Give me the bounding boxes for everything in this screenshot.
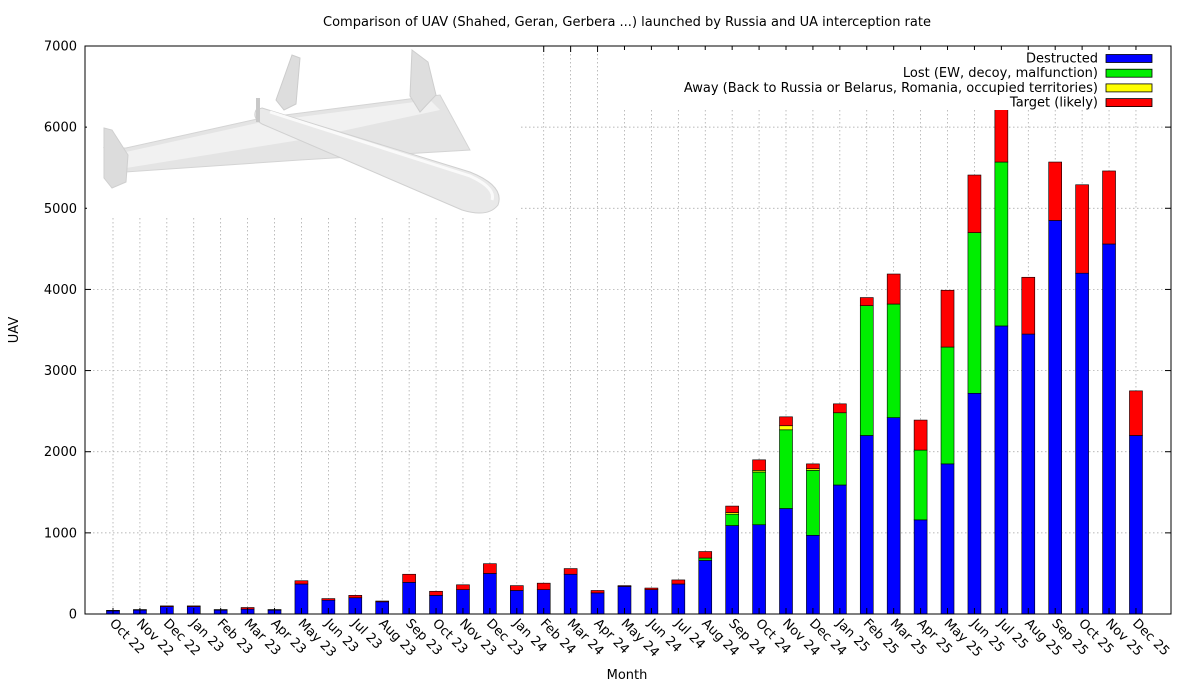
y-tick-label: 5000 bbox=[44, 202, 77, 217]
y-tick-label: 3000 bbox=[44, 364, 77, 379]
legend-label: Target (likely) bbox=[1009, 96, 1098, 111]
bar-segment-target-jul-25 bbox=[994, 104, 1009, 163]
bar-segment-lost-aug-24 bbox=[698, 557, 713, 561]
bar-segment-target-jun-25 bbox=[967, 174, 982, 233]
bar-segment-target-may-24 bbox=[617, 585, 632, 587]
bar-segment-target-dec-25 bbox=[1129, 390, 1143, 436]
bar-segment-lost-mar-25 bbox=[886, 303, 901, 418]
bar-segment-target-may-23 bbox=[294, 580, 309, 585]
legend-background bbox=[600, 50, 1168, 110]
bar-segment-destructed-sep-25 bbox=[1048, 220, 1062, 615]
bar-segment-target-jul-24 bbox=[671, 579, 686, 585]
bar-segment-target-dec-24 bbox=[806, 463, 820, 470]
bar-segment-destructed-jan-25 bbox=[833, 484, 847, 615]
bar-segment-destructed-apr-25 bbox=[913, 519, 928, 615]
bar-segment-target-apr-25 bbox=[913, 419, 928, 451]
bar-segment-lost-jan-25 bbox=[833, 412, 847, 486]
bar-segment-destructed-dec-23 bbox=[483, 573, 497, 615]
bar-segment-destructed-dec-24 bbox=[806, 534, 820, 615]
bar-segment-target-jan-25 bbox=[833, 403, 847, 414]
y-axis-ticks: 0 1000 2000 3000 4000 5000 6000 7000 bbox=[44, 40, 1171, 623]
bar-segment-target-jun-23 bbox=[321, 598, 336, 601]
bar-segment-target-jan-23 bbox=[186, 605, 201, 607]
bar-segment-target-mar-24 bbox=[563, 568, 578, 575]
legend-swatch bbox=[1105, 83, 1153, 93]
bar-segment-target-dec-23 bbox=[483, 563, 497, 574]
bar-segment-destructed-nov-24 bbox=[779, 508, 793, 615]
bar-segment-target-oct-24 bbox=[752, 459, 766, 471]
bar-segment-target-jul-23 bbox=[348, 595, 363, 599]
bar-segment-target-nov-23 bbox=[456, 584, 470, 590]
bar-segment-target-aug-23 bbox=[375, 600, 390, 603]
y-axis-label: UAV bbox=[7, 317, 22, 344]
bar-segment-target-feb-25 bbox=[859, 297, 874, 306]
bar-segment-target-dec-22 bbox=[160, 605, 174, 607]
bar-segment-destructed-may-25 bbox=[940, 463, 955, 615]
y-tick-label: 1000 bbox=[44, 526, 77, 541]
bar-segment-lost-nov-24 bbox=[779, 429, 793, 509]
bar-segment-destructed-nov-25 bbox=[1102, 243, 1116, 615]
bar-segment-destructed-jul-25 bbox=[994, 325, 1009, 615]
legend-swatch bbox=[1105, 68, 1153, 78]
y-tick-label: 0 bbox=[69, 608, 77, 623]
bar-segment-destructed-oct-24 bbox=[752, 524, 766, 615]
bar-segment-destructed-feb-25 bbox=[859, 435, 874, 615]
bar-segment-target-oct-25 bbox=[1075, 184, 1089, 274]
bar-segment-destructed-aug-25 bbox=[1021, 333, 1036, 615]
plot-frame bbox=[84, 45, 1172, 615]
bar-segment-lost-feb-25 bbox=[859, 305, 874, 436]
bar-segment-target-jun-24 bbox=[644, 587, 659, 590]
legend-swatch bbox=[1105, 98, 1153, 107]
bar-segment-target-jan-24 bbox=[509, 585, 524, 591]
bar-segment-target-may-25 bbox=[940, 289, 955, 348]
bar-segment-away-nov-24 bbox=[779, 425, 793, 431]
bar-segment-target-apr-24 bbox=[590, 590, 605, 594]
legend-label: Destructed bbox=[1026, 52, 1098, 67]
bar-segment-lost-apr-25 bbox=[913, 449, 928, 521]
bar-segment-target-sep-25 bbox=[1048, 161, 1062, 221]
legend-label: Lost (EW, decoy, malfunction) bbox=[903, 66, 1098, 81]
bar-segment-target-mar-25 bbox=[886, 273, 901, 305]
bar-segment-target-oct-23 bbox=[429, 590, 443, 596]
bar-segment-lost-jun-25 bbox=[967, 232, 982, 394]
shahed-drone-illustration bbox=[87, 46, 519, 224]
bar-segment-target-feb-24 bbox=[536, 582, 551, 590]
y-tick-label: 7000 bbox=[44, 40, 77, 55]
y-tick-label: 6000 bbox=[44, 121, 77, 136]
y-tick-label: 4000 bbox=[44, 283, 77, 298]
bar-segment-target-sep-24 bbox=[725, 505, 739, 513]
bar-segment-lost-may-25 bbox=[940, 346, 955, 465]
bar-segment-destructed-aug-24 bbox=[698, 560, 713, 615]
bar-segment-destructed-oct-25 bbox=[1075, 272, 1089, 615]
bars-group bbox=[106, 104, 1143, 615]
y-tick-label: 2000 bbox=[44, 445, 77, 460]
legend-label: Away (Back to Russia or Belarus, Romania… bbox=[684, 81, 1098, 96]
bar-segment-target-aug-24 bbox=[698, 551, 713, 559]
bar-segment-destructed-dec-25 bbox=[1129, 435, 1143, 615]
bar-segment-target-nov-25 bbox=[1102, 170, 1116, 245]
bar-segment-lost-jul-25 bbox=[994, 161, 1009, 327]
bar-segment-destructed-mar-25 bbox=[886, 417, 901, 615]
bar-segment-lost-oct-24 bbox=[752, 471, 766, 526]
bar-segment-destructed-sep-24 bbox=[725, 525, 739, 615]
bar-segment-target-aug-25 bbox=[1021, 276, 1036, 335]
bar-segment-lost-dec-24 bbox=[806, 470, 820, 536]
legend-swatch bbox=[1105, 54, 1153, 63]
bar-segment-destructed-jun-25 bbox=[967, 392, 982, 615]
bar-segment-target-nov-24 bbox=[779, 416, 793, 427]
x-axis-label: Month bbox=[607, 668, 648, 683]
bar-segment-lost-sep-24 bbox=[725, 513, 739, 526]
chart-title: Comparison of UAV (Shahed, Geran, Gerber… bbox=[323, 15, 931, 30]
bar-segment-target-sep-23 bbox=[402, 573, 416, 583]
